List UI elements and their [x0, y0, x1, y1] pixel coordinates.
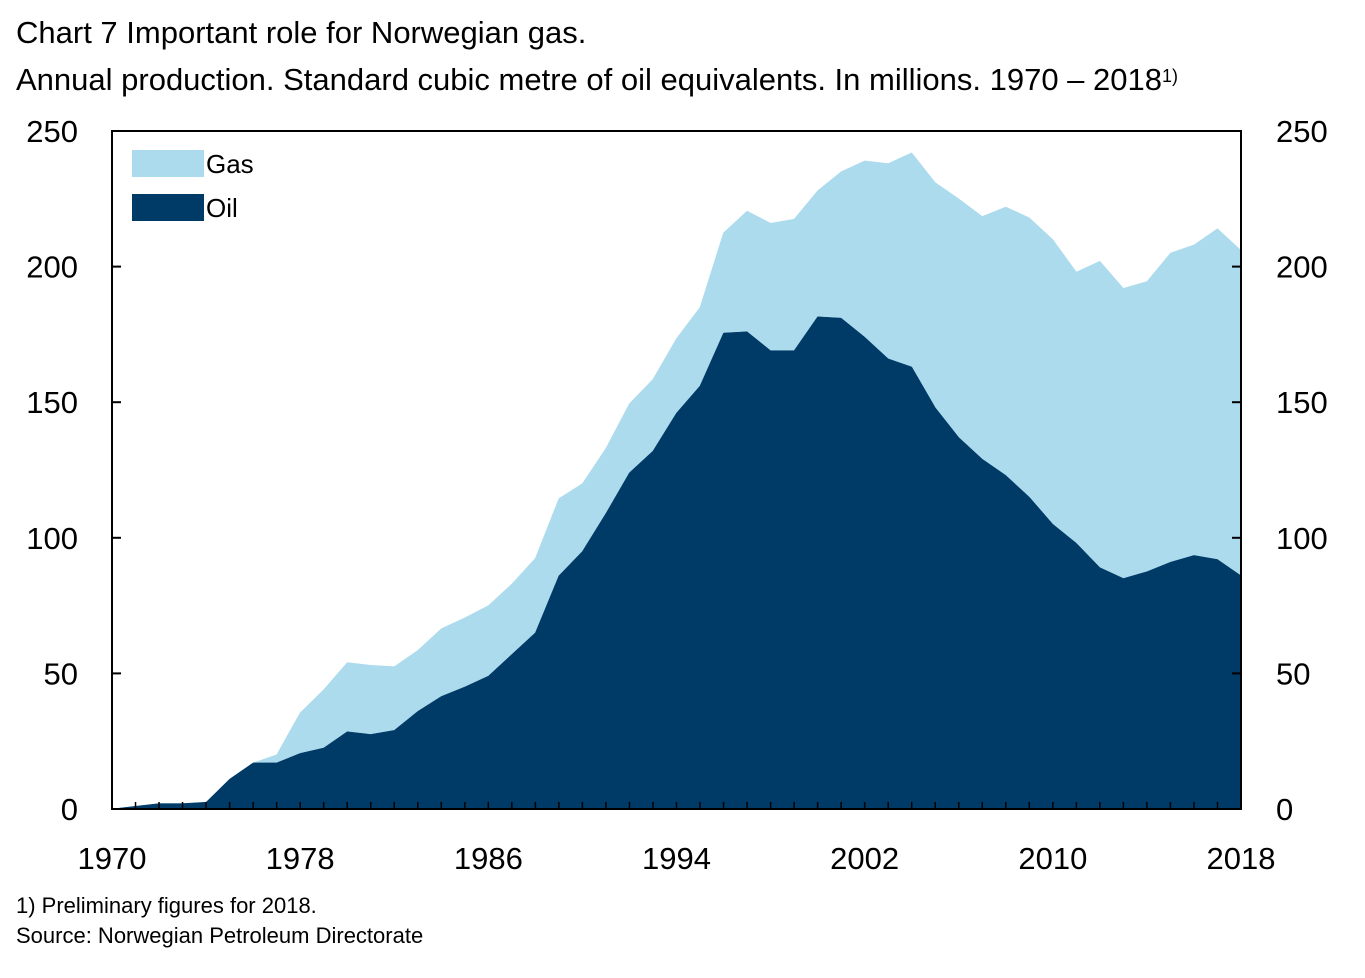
y-tick-label-left: 100: [26, 521, 78, 556]
legend: Gas Oil: [132, 149, 254, 223]
y-tick-label-right: 100: [1276, 521, 1328, 556]
y-tick-label-right: 200: [1276, 250, 1328, 285]
legend-label-gas: Gas: [206, 149, 254, 179]
y-tick-label-right: 250: [1276, 114, 1328, 149]
chart-subtitle: Annual production. Standard cubic metre …: [16, 60, 1178, 100]
source-note: Source: Norwegian Petroleum Directorate: [16, 923, 424, 948]
chart-subtitle-text: Annual production. Standard cubic metre …: [16, 62, 1162, 97]
y-tick-label-left: 50: [44, 656, 78, 691]
x-tick-label: 1978: [266, 841, 335, 876]
y-tick-label-left: 250: [26, 114, 78, 149]
x-tick-label: 1986: [454, 841, 523, 876]
x-tick-label: 1994: [642, 841, 711, 876]
x-tick-label: 2018: [1207, 841, 1276, 876]
footnote: 1) Preliminary figures for 2018.: [16, 893, 317, 918]
x-tick-label: 2010: [1018, 841, 1087, 876]
y-tick-label-left: 150: [26, 385, 78, 420]
series-oil-area: [111, 316, 1242, 810]
y-tick-label-right: 50: [1276, 656, 1310, 691]
y-tick-label-right: 150: [1276, 385, 1328, 420]
y-tick-label-left: 200: [26, 250, 78, 285]
y-tick-label-right: 0: [1276, 792, 1293, 827]
area-layer: [111, 152, 1242, 810]
y-tick-label-left: 0: [61, 792, 78, 827]
x-tick-label: 2002: [830, 841, 899, 876]
chart-subtitle-superscript: 1): [1162, 66, 1179, 86]
tick-layer: [111, 130, 1242, 810]
x-tick-label: 1970: [78, 841, 147, 876]
label-layer: 0 0 50 50 100 100 150 150 200 200 250 250 1970 1978 19…: [26, 114, 1327, 876]
legend-label-oil: Oil: [206, 193, 238, 223]
legend-swatch-oil: [132, 194, 204, 221]
chart-title: Chart 7 Important role for Norwegian gas…: [16, 15, 587, 50]
legend-swatch-gas: [132, 150, 204, 177]
